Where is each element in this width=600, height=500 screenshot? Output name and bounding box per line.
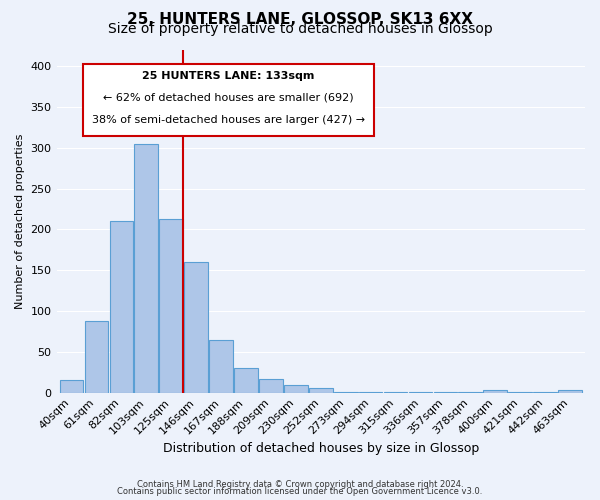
Bar [59,380,83,392]
Bar [184,262,208,392]
Bar [160,219,183,392]
Bar [209,340,233,392]
Text: Contains HM Land Registry data © Crown copyright and database right 2024.: Contains HM Land Registry data © Crown c… [137,480,463,489]
Bar [110,222,133,392]
X-axis label: Distribution of detached houses by size in Glossop: Distribution of detached houses by size … [163,442,479,455]
Bar [134,144,158,392]
Bar [484,390,507,392]
Y-axis label: Number of detached properties: Number of detached properties [15,134,25,309]
Bar [85,321,108,392]
Bar [309,388,332,392]
Bar [558,390,582,392]
Text: Size of property relative to detached houses in Glossop: Size of property relative to detached ho… [107,22,493,36]
Text: 25 HUNTERS LANE: 133sqm: 25 HUNTERS LANE: 133sqm [142,70,314,81]
Text: ← 62% of detached houses are smaller (692): ← 62% of detached houses are smaller (69… [103,93,353,103]
Text: Contains public sector information licensed under the Open Government Licence v3: Contains public sector information licen… [118,487,482,496]
Bar [234,368,258,392]
Bar [284,386,308,392]
Text: 25, HUNTERS LANE, GLOSSOP, SK13 6XX: 25, HUNTERS LANE, GLOSSOP, SK13 6XX [127,12,473,28]
FancyBboxPatch shape [83,64,374,136]
Text: 38% of semi-detached houses are larger (427) →: 38% of semi-detached houses are larger (… [92,115,365,125]
Bar [259,378,283,392]
